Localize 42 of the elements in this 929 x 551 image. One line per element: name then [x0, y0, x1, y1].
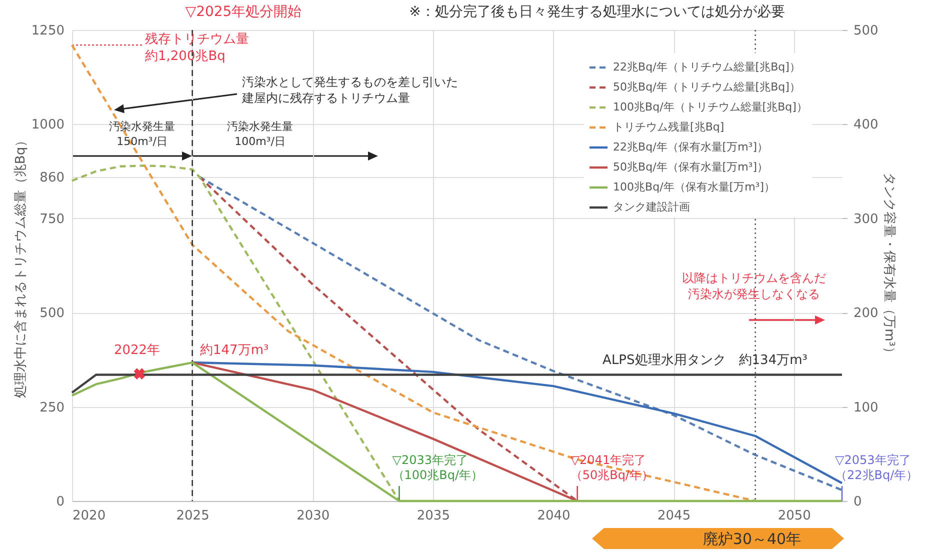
- y2-tick-label: 100: [854, 400, 878, 416]
- y-tick-label: 250: [40, 400, 64, 416]
- x-tick-label: 2040: [537, 508, 570, 524]
- legend-label: トリチウム残量[兆Bq]: [613, 120, 724, 134]
- x-tick-label: 2045: [658, 508, 691, 524]
- x-tick-label: 2025: [176, 508, 210, 524]
- x-tick-label: 2020: [72, 508, 106, 524]
- legend-label: 50兆Bq/年（トリチウム総量[兆Bq]）: [613, 80, 800, 94]
- y2-tick-label: 0: [854, 494, 862, 510]
- x-tick-label: 2050: [778, 508, 811, 524]
- annotation: 約147万m³: [200, 343, 269, 358]
- legend-label: タンク建設計画: [613, 200, 690, 214]
- ref-line-label: ▽2025年処分開始: [185, 4, 302, 20]
- legend-label: 100兆Bq/年（保有水量[万m³]）: [613, 180, 776, 194]
- x-tick-label: 2035: [416, 508, 450, 524]
- text: 廃炉30～40年: [702, 530, 802, 548]
- y-axis-title: 処理水中に含まれるトリチウム総量（兆Bq）: [13, 134, 28, 398]
- annotation: 汚染水発生量 100m³/日: [227, 120, 293, 148]
- text: ※：処分完了後も日々発生する処理水については処分が必要: [409, 4, 785, 20]
- x-tick-label: 2030: [296, 508, 330, 524]
- annotation: 残存トリチウム量約1,200兆Bq: [145, 32, 249, 64]
- legend-label: 100兆Bq/年（トリチウム総量[兆Bq]）: [613, 100, 808, 114]
- y-tick-label: 500: [40, 306, 64, 322]
- annotation: ALPS処理水用タンク 約134万m³: [602, 353, 808, 368]
- annotation: 以降はトリチウムを含んだ汚染水が発生しなくなる: [682, 271, 826, 301]
- ref-line-label: ▽2053年完了（22兆Bq/年）: [835, 453, 918, 482]
- y-tick-label: 860: [40, 170, 64, 186]
- legend-label: 22兆Bq/年（トリチウム総量[兆Bq]）: [613, 60, 800, 74]
- annotation: 2022年: [114, 343, 160, 358]
- y-tick-label: 1000: [31, 118, 64, 133]
- legend-label: 22兆Bq/年（保有水量[万m³]）: [613, 140, 768, 154]
- y-tick-label: 0: [56, 494, 64, 510]
- y2-axis-title: タンク容量・保有水量（万m³）: [881, 172, 898, 360]
- ref-line-label: ▽2033年完了（100兆Bq/年）: [392, 453, 484, 482]
- y2-tick-label: 400: [854, 118, 878, 133]
- y2-tick-label: 500: [854, 24, 878, 38]
- y-tick-label: 1250: [31, 24, 64, 38]
- y2-tick-label: 200: [854, 306, 878, 322]
- y2-tick-label: 300: [854, 212, 878, 227]
- y-tick-label: 750: [40, 212, 64, 227]
- annotation: 汚染水として発生するものを差し引いた建屋内に残存するトリチウム量: [241, 75, 458, 105]
- legend-label: 50兆Bq/年（保有水量[万m³]）: [613, 160, 768, 174]
